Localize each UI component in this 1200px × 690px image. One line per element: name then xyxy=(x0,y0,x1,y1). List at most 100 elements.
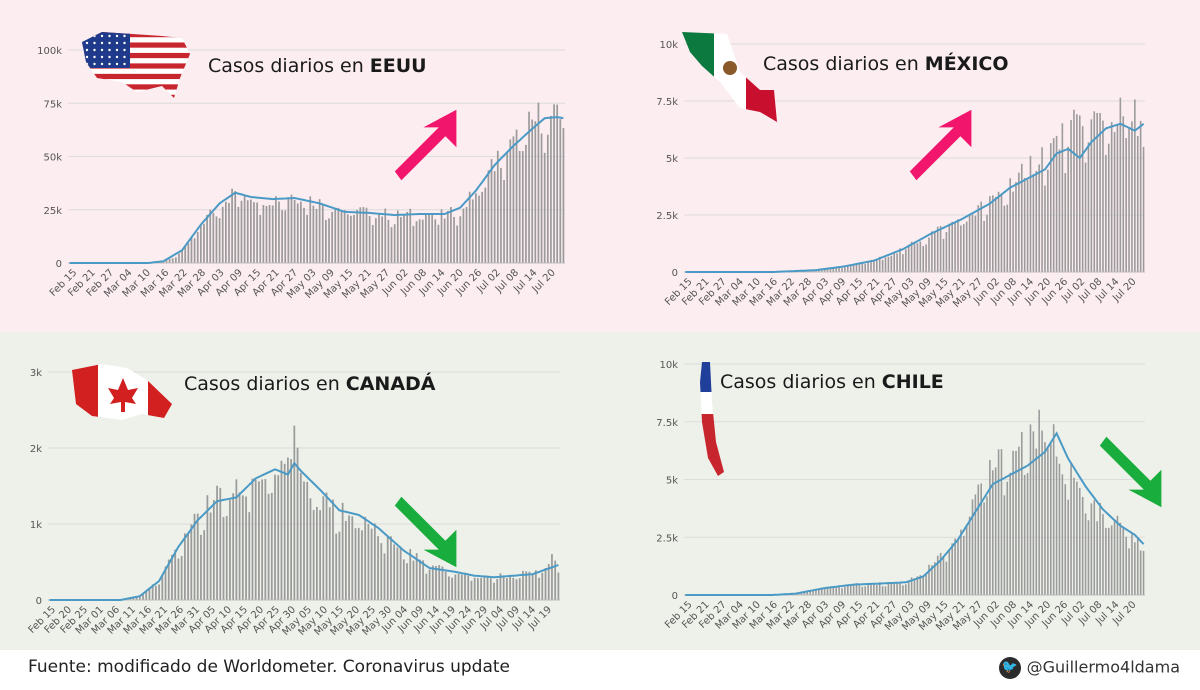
bar xyxy=(434,219,437,263)
bar xyxy=(896,583,898,595)
y-tick-label: 3k xyxy=(30,368,42,379)
bar xyxy=(1122,116,1125,272)
bar xyxy=(809,590,811,595)
bar xyxy=(1142,550,1145,595)
bar xyxy=(931,231,933,272)
bar xyxy=(1096,112,1098,272)
bar xyxy=(412,560,415,600)
bar xyxy=(518,150,521,263)
bar xyxy=(983,502,985,595)
bar xyxy=(1009,472,1011,595)
bar xyxy=(265,205,268,263)
bar xyxy=(393,224,396,263)
bar xyxy=(187,243,190,263)
bar xyxy=(1055,456,1058,595)
bar xyxy=(312,510,315,600)
bar xyxy=(383,553,386,600)
bar xyxy=(296,203,299,263)
bar xyxy=(235,479,238,600)
bar xyxy=(1119,97,1122,272)
bar xyxy=(945,232,948,272)
y-tick-label: 10k xyxy=(659,360,678,371)
bar xyxy=(925,574,927,595)
chart-title: Casos diarios en MÉXICO xyxy=(763,52,1008,75)
bar xyxy=(403,213,405,263)
bar xyxy=(1020,163,1023,272)
bar xyxy=(991,195,994,272)
y-tick-label: 50k xyxy=(43,153,62,164)
bar xyxy=(471,199,474,263)
bar xyxy=(1076,114,1078,272)
bar xyxy=(939,225,942,272)
bar xyxy=(939,552,942,595)
bar xyxy=(1099,502,1101,595)
bar xyxy=(847,585,849,595)
bar xyxy=(905,584,907,595)
bar xyxy=(493,582,495,600)
bar xyxy=(249,199,252,263)
bar xyxy=(299,472,302,600)
bar xyxy=(948,223,951,272)
bar xyxy=(390,536,392,600)
bar xyxy=(338,531,341,600)
bar xyxy=(1110,525,1113,595)
bar xyxy=(1093,111,1096,273)
bar xyxy=(820,270,823,272)
bar xyxy=(818,269,820,272)
bar xyxy=(826,586,829,595)
bar xyxy=(229,499,231,600)
twitter-credit[interactable]: 🐦 @Guillermo4ldama xyxy=(998,657,1180,679)
bar xyxy=(1073,109,1075,273)
bar xyxy=(835,267,838,272)
bar xyxy=(1044,185,1046,272)
bar xyxy=(829,586,832,595)
bar xyxy=(1026,179,1029,272)
bar xyxy=(1067,499,1069,595)
bar xyxy=(306,481,309,600)
bar xyxy=(960,225,962,272)
bar xyxy=(364,516,367,600)
bar xyxy=(419,559,421,600)
bar xyxy=(1090,503,1093,595)
bar xyxy=(483,575,486,600)
bar xyxy=(974,494,977,595)
bar xyxy=(861,586,864,595)
bar xyxy=(261,479,264,600)
bar xyxy=(559,119,562,264)
y-tick-label: 25k xyxy=(43,206,62,217)
chart-usa: 0 25k 50k 75k 100k Feb 15 Feb 21 Feb 27 Mar 04 Ma… xyxy=(0,0,600,332)
bar xyxy=(353,214,355,263)
bar xyxy=(1061,474,1064,595)
bar xyxy=(428,569,431,600)
bar xyxy=(399,546,402,600)
bar xyxy=(942,557,945,595)
bar xyxy=(916,243,919,272)
bar xyxy=(190,236,193,263)
bar xyxy=(164,566,167,600)
bar xyxy=(1038,409,1040,595)
bar xyxy=(435,565,437,600)
bar xyxy=(1049,143,1052,272)
bar xyxy=(268,205,271,263)
bar xyxy=(267,493,270,600)
bar xyxy=(986,496,988,595)
bar xyxy=(820,589,823,595)
bar xyxy=(284,210,287,263)
bar xyxy=(145,590,148,600)
bar xyxy=(878,582,881,595)
bar xyxy=(351,516,354,600)
bar xyxy=(951,221,953,272)
bar xyxy=(277,475,280,600)
bar xyxy=(847,266,849,272)
y-tick-label: 10k xyxy=(659,40,678,51)
bar xyxy=(1018,172,1020,272)
bar xyxy=(396,210,399,263)
bar xyxy=(287,457,289,600)
bar xyxy=(325,492,328,600)
bar xyxy=(318,199,321,263)
bar xyxy=(384,208,387,263)
bar xyxy=(154,585,157,600)
bar xyxy=(199,224,202,263)
bar xyxy=(480,577,482,600)
bar xyxy=(1058,463,1061,595)
